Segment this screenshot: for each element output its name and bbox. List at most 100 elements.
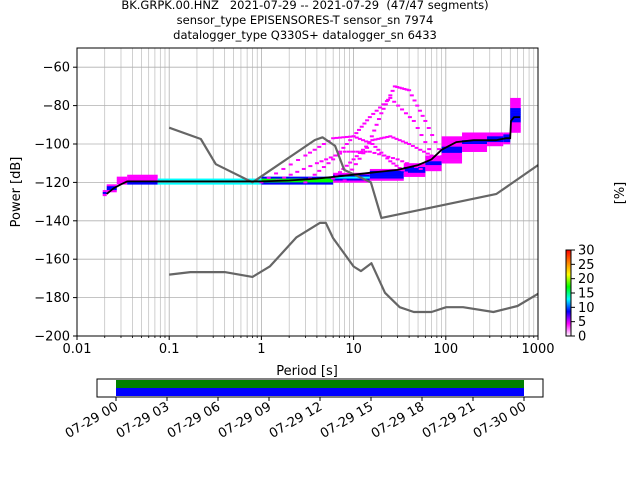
heatmap-cell bbox=[365, 119, 370, 122]
x-tick-label: 1000 bbox=[521, 342, 554, 357]
heatmap-cell bbox=[357, 128, 362, 131]
heatmap-cell bbox=[361, 139, 366, 142]
colorbar-tick-label: 10 bbox=[578, 301, 595, 316]
plot-frame bbox=[76, 47, 539, 337]
chart-title-line-2: sensor_type EPISENSORES-T sensor_sn 7974 bbox=[176, 13, 434, 27]
heatmap-cell bbox=[326, 162, 331, 165]
heatmap-cell bbox=[370, 143, 375, 145]
heatmap-cell bbox=[106, 190, 117, 193]
grid-layer bbox=[76, 48, 539, 337]
heatmap-cell bbox=[369, 176, 404, 179]
heatmap-cell bbox=[397, 139, 402, 142]
heatmap-cell bbox=[261, 182, 334, 185]
heatmap-cell bbox=[295, 170, 300, 173]
heatmap-cell bbox=[342, 179, 347, 182]
heatmap-cell bbox=[370, 139, 375, 142]
heatmap-cell bbox=[127, 174, 158, 177]
colorbar-tick-label: 5 bbox=[578, 315, 586, 330]
heatmap-cell bbox=[386, 98, 391, 101]
heatmap-cell bbox=[441, 152, 463, 156]
y-tick-label: −120 bbox=[34, 176, 70, 191]
heatmap-cell bbox=[369, 135, 374, 138]
heatmap-cell bbox=[341, 146, 346, 149]
heatmap-cell bbox=[333, 174, 370, 177]
heatmap-cell bbox=[379, 151, 384, 154]
heatmap-cell bbox=[308, 165, 313, 168]
heatmap-cell bbox=[407, 143, 412, 145]
heatmap-cell bbox=[337, 150, 342, 153]
heatmap-cell bbox=[319, 160, 324, 163]
heatmap-cell bbox=[333, 180, 370, 183]
heatmap-cell bbox=[303, 154, 308, 157]
heatmap-cell bbox=[400, 140, 405, 143]
heatmap-cell bbox=[157, 178, 262, 181]
heatmap-cell bbox=[382, 136, 387, 139]
timeline-tick-label: 07-29 06 bbox=[165, 399, 223, 441]
heatmap-cell bbox=[425, 163, 442, 166]
heatmap-cell bbox=[462, 145, 488, 149]
heatmap-cell bbox=[379, 137, 384, 140]
heatmap-cell bbox=[407, 116, 412, 119]
heatmap-cell bbox=[314, 162, 319, 165]
y-axis: −60 −80 −100 −120 −140 −160 −180 −200 bbox=[34, 61, 77, 345]
noise-model-nhnm bbox=[168, 126, 539, 219]
heatmap-cell bbox=[369, 178, 404, 181]
heatmap-cell bbox=[351, 158, 356, 161]
heatmap-cell bbox=[334, 136, 339, 139]
heatmap-cell bbox=[344, 143, 349, 145]
heatmap-cell bbox=[420, 114, 425, 117]
heatmap-cell bbox=[425, 159, 442, 162]
heatmap-cell bbox=[381, 107, 386, 110]
heatmap-cell bbox=[381, 103, 386, 106]
colorbar-tick-label: 30 bbox=[578, 244, 595, 259]
heatmap-cell bbox=[462, 140, 488, 143]
heatmap-cell bbox=[357, 137, 362, 140]
noise-model-layer bbox=[168, 126, 539, 314]
chart-title-line-3: datalogger_type Q330S+ datalogger_sn 643… bbox=[173, 28, 437, 42]
heatmap-cell bbox=[328, 156, 333, 159]
timeline-tick-label: 07-29 21 bbox=[420, 399, 478, 441]
heatmap-cell bbox=[321, 143, 326, 145]
heatmap-cell bbox=[444, 160, 449, 163]
heatmap-cell bbox=[411, 119, 416, 122]
y-tick-label: −180 bbox=[34, 291, 70, 306]
heatmap-cell bbox=[399, 87, 404, 90]
heatmap-cell bbox=[388, 96, 393, 99]
heatmap-cell bbox=[127, 182, 158, 185]
heatmap-cell bbox=[503, 142, 511, 145]
heatmap-cell bbox=[409, 164, 414, 167]
y-tick-label: −80 bbox=[43, 99, 70, 114]
colorbar-label: [%] bbox=[613, 182, 628, 205]
heatmap-cell bbox=[363, 150, 368, 153]
heatmap-cell bbox=[403, 168, 426, 172]
heatmap-cell bbox=[510, 114, 521, 117]
heatmap-cell bbox=[312, 148, 317, 151]
heatmap-cell bbox=[367, 116, 372, 119]
heatmap-cell bbox=[487, 140, 504, 143]
heatmap-cell bbox=[441, 159, 463, 162]
heatmap-cell bbox=[372, 151, 377, 154]
heatmap-cell bbox=[403, 167, 426, 170]
heatmap-cell bbox=[102, 190, 107, 193]
heatmap-cell bbox=[381, 154, 386, 157]
heatmap-cell bbox=[503, 134, 511, 137]
heatmap-cell bbox=[116, 178, 128, 181]
heatmap-cell bbox=[403, 174, 426, 177]
timeline-tick-label: 07-30 00 bbox=[471, 399, 529, 441]
heatmap-cell bbox=[261, 180, 334, 183]
timeline-tick-label: 07-29 09 bbox=[216, 399, 274, 441]
timeline-coverage-bar bbox=[116, 380, 524, 388]
heatmap-cell bbox=[510, 128, 521, 131]
heatmap-cell bbox=[462, 134, 488, 137]
mean-curve bbox=[106, 116, 521, 195]
heatmap-cell bbox=[403, 112, 408, 115]
heatmap-cell bbox=[394, 164, 399, 167]
heatmap-cell bbox=[510, 112, 521, 115]
timeline-tick-label: 07-29 12 bbox=[267, 399, 325, 441]
timeline-gap-bar bbox=[116, 388, 524, 396]
heatmap-cell bbox=[357, 151, 362, 154]
heatmap-cell bbox=[337, 136, 342, 139]
heatmap-cell bbox=[417, 109, 422, 112]
